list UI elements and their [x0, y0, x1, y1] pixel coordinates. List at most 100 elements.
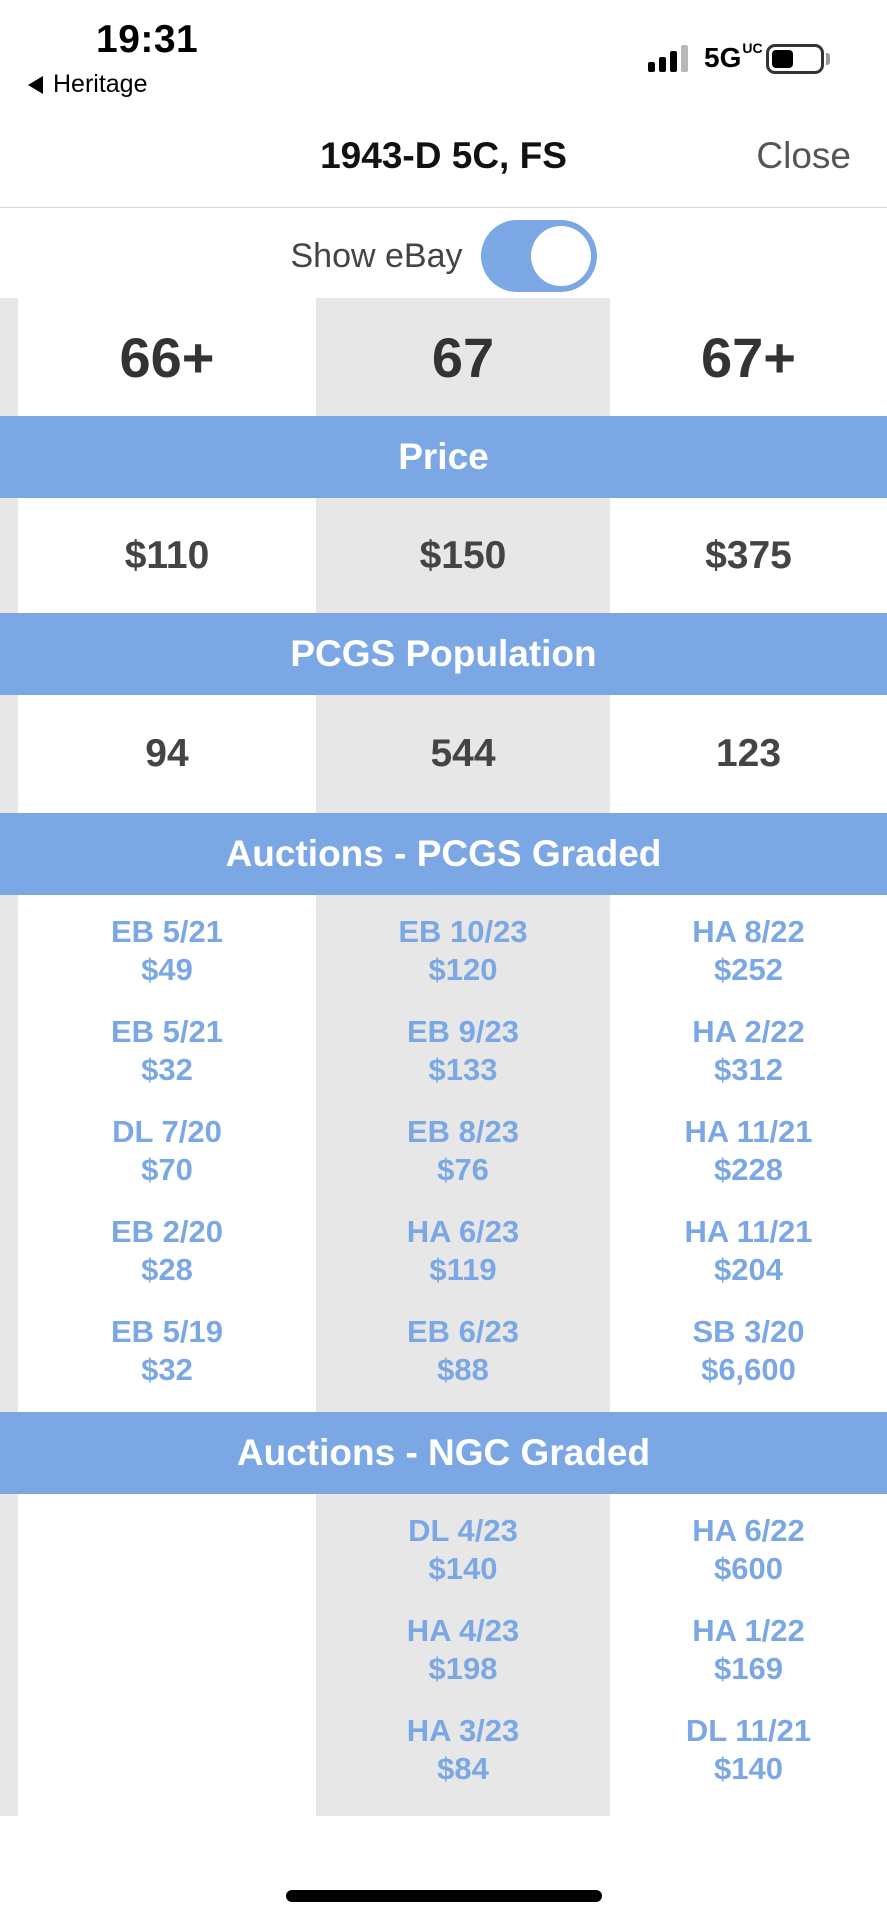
- grade-comparison-grid: 66+ 67 67+ Price $110 $150 $375 PCGS Pop…: [0, 298, 887, 1816]
- auction-label: HA 6/23: [406, 1214, 520, 1249]
- auction-label: DL 7/20: [112, 1114, 222, 1149]
- navigation-bar: 1943-D 5C, FS Close: [0, 110, 887, 208]
- auction-price: $204: [714, 1252, 783, 1287]
- auction-result-link[interactable]: DL 11/21 $140: [686, 1712, 811, 1812]
- auction-price: $252: [714, 952, 783, 987]
- auction-price: $120: [428, 952, 498, 987]
- auction-result-link[interactable]: HA 4/23 $198: [407, 1612, 520, 1712]
- auction-result-link[interactable]: EB 5/21 $32: [111, 1013, 223, 1113]
- price-row: $110 $150 $375: [18, 498, 887, 613]
- auction-price: $169: [714, 1651, 783, 1686]
- auction-result-link[interactable]: HA 2/22 $312: [692, 1013, 805, 1113]
- auction-result-link[interactable]: EB 5/21 $49: [111, 913, 223, 1013]
- network-suffix: UC: [742, 40, 763, 56]
- auctions-ngc-section-header: Auctions - NGC Graded: [0, 1412, 887, 1494]
- auction-label: HA 2/22: [692, 1014, 805, 1049]
- price-value: $110: [124, 533, 210, 577]
- show-ebay-toggle[interactable]: [480, 220, 597, 292]
- auction-label: EB 6/23: [406, 1314, 519, 1349]
- auction-result-link[interactable]: HA 11/21 $204: [684, 1213, 812, 1313]
- auction-column: HA 8/22 $252 HA 2/22 $312 HA 11/21 $228 HA 11/…: [610, 913, 887, 1413]
- auction-column: EB 5/21 $49 EB 5/21 $32 DL 7/20 $70 EB 2/20 $28…: [18, 913, 316, 1413]
- grade-header-row: 66+ 67 67+: [18, 298, 887, 416]
- auction-label: EB 5/21: [110, 1014, 223, 1049]
- clock: 19:31: [96, 18, 199, 61]
- auction-result-link[interactable]: EB 5/19 $32: [111, 1313, 223, 1413]
- auction-label: HA 11/21: [684, 1114, 813, 1149]
- auction-result-link[interactable]: DL 4/23 $140: [408, 1512, 518, 1612]
- back-to-app-link[interactable]: Heritage: [28, 70, 148, 99]
- auction-result-link[interactable]: EB 6/23 $88: [407, 1313, 519, 1413]
- auction-label: EB 5/21: [110, 914, 223, 949]
- page-title: 1943-D 5C, FS: [320, 135, 567, 176]
- show-ebay-row: Show eBay: [0, 215, 887, 297]
- close-button[interactable]: Close: [756, 135, 851, 176]
- battery-tip: [826, 53, 830, 65]
- auction-result-link[interactable]: HA 6/22 $600: [692, 1512, 805, 1612]
- auction-label: HA 11/21: [684, 1214, 813, 1249]
- home-indicator: [286, 1890, 602, 1902]
- auction-label: HA 6/22: [692, 1513, 805, 1548]
- auction-label: DL 11/21: [685, 1713, 812, 1748]
- auction-result-link[interactable]: EB 9/23 $133: [407, 1013, 519, 1113]
- auction-label: HA 8/22: [692, 914, 805, 949]
- population-value: 94: [145, 732, 189, 775]
- auction-label: SB 3/20: [692, 1314, 805, 1349]
- auction-label: HA 4/23: [406, 1613, 520, 1648]
- auction-result-link[interactable]: HA 3/23 $84: [407, 1712, 520, 1812]
- left-column-edge: [0, 298, 18, 1816]
- show-ebay-label: Show eBay: [290, 236, 463, 275]
- auction-price: $88: [437, 1352, 489, 1387]
- auction-result-link[interactable]: HA 8/22 $252: [692, 913, 805, 1013]
- auction-column: DL 4/23 $140 HA 4/23 $198 HA 3/23 $84: [316, 1512, 610, 1812]
- population-row: 94 544 123: [18, 695, 887, 813]
- auction-price: $28: [141, 1252, 193, 1287]
- auction-label: EB 2/20: [110, 1214, 223, 1249]
- auction-price: $228: [714, 1152, 783, 1187]
- price-section-header: Price: [0, 416, 887, 498]
- auction-result-link[interactable]: SB 3/20 $6,600: [692, 1313, 804, 1413]
- auctions-pcgs-section-header: Auctions - PCGS Graded: [0, 813, 887, 895]
- status-bar: 19:31 Heritage 5GUC: [0, 0, 887, 110]
- auction-price: $32: [141, 1052, 193, 1087]
- price-value: $150: [419, 533, 507, 577]
- population-value: 123: [715, 732, 782, 775]
- auction-price: $49: [141, 952, 193, 987]
- auction-label: HA 3/23: [406, 1713, 520, 1748]
- auction-price: $198: [428, 1651, 498, 1686]
- auction-price: $70: [141, 1152, 193, 1187]
- auction-price: $6,600: [701, 1352, 796, 1387]
- auction-result-link[interactable]: DL 7/20 $70: [112, 1113, 222, 1213]
- auction-result-link[interactable]: EB 10/23 $120: [398, 913, 527, 1013]
- auction-label: EB 10/23: [398, 914, 528, 949]
- auction-label: DL 4/23: [408, 1513, 518, 1548]
- price-value: $375: [705, 533, 792, 577]
- auction-price: $32: [141, 1352, 193, 1387]
- grade-label: 67: [431, 325, 495, 389]
- grade-label: 67+: [701, 325, 796, 389]
- auction-price: $312: [714, 1052, 783, 1087]
- back-app-label: Heritage: [53, 70, 148, 98]
- auction-result-link[interactable]: HA 6/23 $119: [407, 1213, 520, 1313]
- auctions-pcgs-row: EB 5/21 $49 EB 5/21 $32 DL 7/20 $70 EB 2/20 $28…: [18, 913, 887, 1413]
- auction-column: EB 10/23 $120 EB 9/23 $133 EB 8/23 $76 HA 6/23…: [316, 913, 610, 1413]
- auction-result-link[interactable]: EB 2/20 $28: [111, 1213, 223, 1313]
- auction-result-link[interactable]: EB 8/23 $76: [407, 1113, 519, 1213]
- network-indicator: 5GUC: [704, 40, 763, 74]
- back-triangle-icon: [28, 75, 43, 94]
- battery-icon: [766, 44, 824, 74]
- population-value: 544: [430, 732, 496, 775]
- auction-price: $133: [428, 1052, 498, 1087]
- toggle-knob: [530, 226, 591, 286]
- network-label: 5G: [704, 42, 742, 73]
- auction-price: $119: [429, 1252, 497, 1287]
- cellular-signal-icon: [648, 44, 688, 72]
- auction-price: $600: [714, 1551, 783, 1586]
- middle-column-stripe: [316, 298, 610, 1816]
- auction-label: EB 5/19: [110, 1314, 223, 1349]
- auction-result-link[interactable]: HA 1/22 $169: [692, 1612, 805, 1712]
- auctions-ngc-row: DL 4/23 $140 HA 4/23 $198 HA 3/23 $84 HA 6/22…: [18, 1512, 887, 1812]
- auction-label: EB 9/23: [406, 1014, 519, 1049]
- auction-price: $140: [428, 1551, 498, 1586]
- auction-result-link[interactable]: HA 11/21 $228: [684, 1113, 812, 1213]
